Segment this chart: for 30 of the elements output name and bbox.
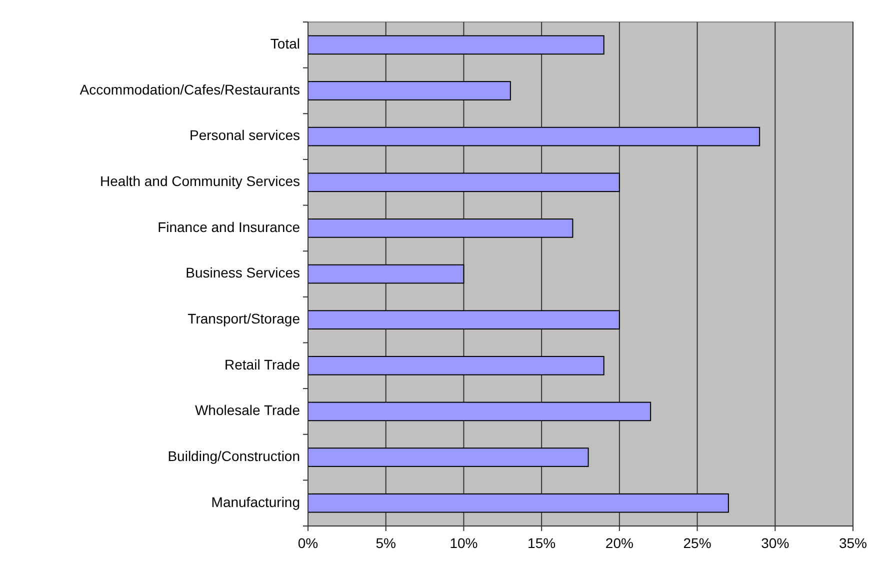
- bar: [308, 493, 729, 513]
- y-tick-label: Accommodation/Cafes/Restaurants: [80, 81, 300, 98]
- x-tick-label: 25%: [683, 535, 712, 551]
- x-tick-label: 0%: [298, 535, 318, 551]
- x-tick-label: 30%: [761, 535, 790, 551]
- y-tick-label: Building/Construction: [168, 448, 300, 464]
- y-tick-label: Finance and Insurance: [158, 218, 300, 235]
- y-tick-label: Transport/Storage: [188, 310, 300, 327]
- bar: [308, 172, 620, 192]
- y-tick-label: Manufacturing: [211, 494, 300, 510]
- x-tick-label: 15%: [528, 535, 556, 551]
- bar: [308, 356, 604, 376]
- y-tick-label: Health and Community Services: [100, 173, 300, 190]
- bar: [308, 218, 574, 238]
- y-tick-label: Personal services: [190, 127, 300, 144]
- y-tick-label: Total: [270, 36, 300, 52]
- y-tick-label: Wholesale Trade: [194, 402, 300, 418]
- bar: [308, 81, 511, 100]
- y-tick-label: Business Services: [186, 264, 300, 281]
- x-tick-label: 10%: [450, 535, 478, 551]
- x-tick-label: 20%: [605, 535, 634, 551]
- y-tick-label: Retail Trade: [224, 356, 300, 372]
- x-tick-label: 5%: [376, 535, 396, 551]
- bar: [308, 264, 464, 284]
- x-tick-label: 35%: [838, 535, 868, 551]
- bar: [308, 310, 620, 330]
- bar: [308, 126, 760, 146]
- bar: [308, 448, 589, 467]
- bar: [308, 402, 652, 422]
- bar: [308, 35, 604, 55]
